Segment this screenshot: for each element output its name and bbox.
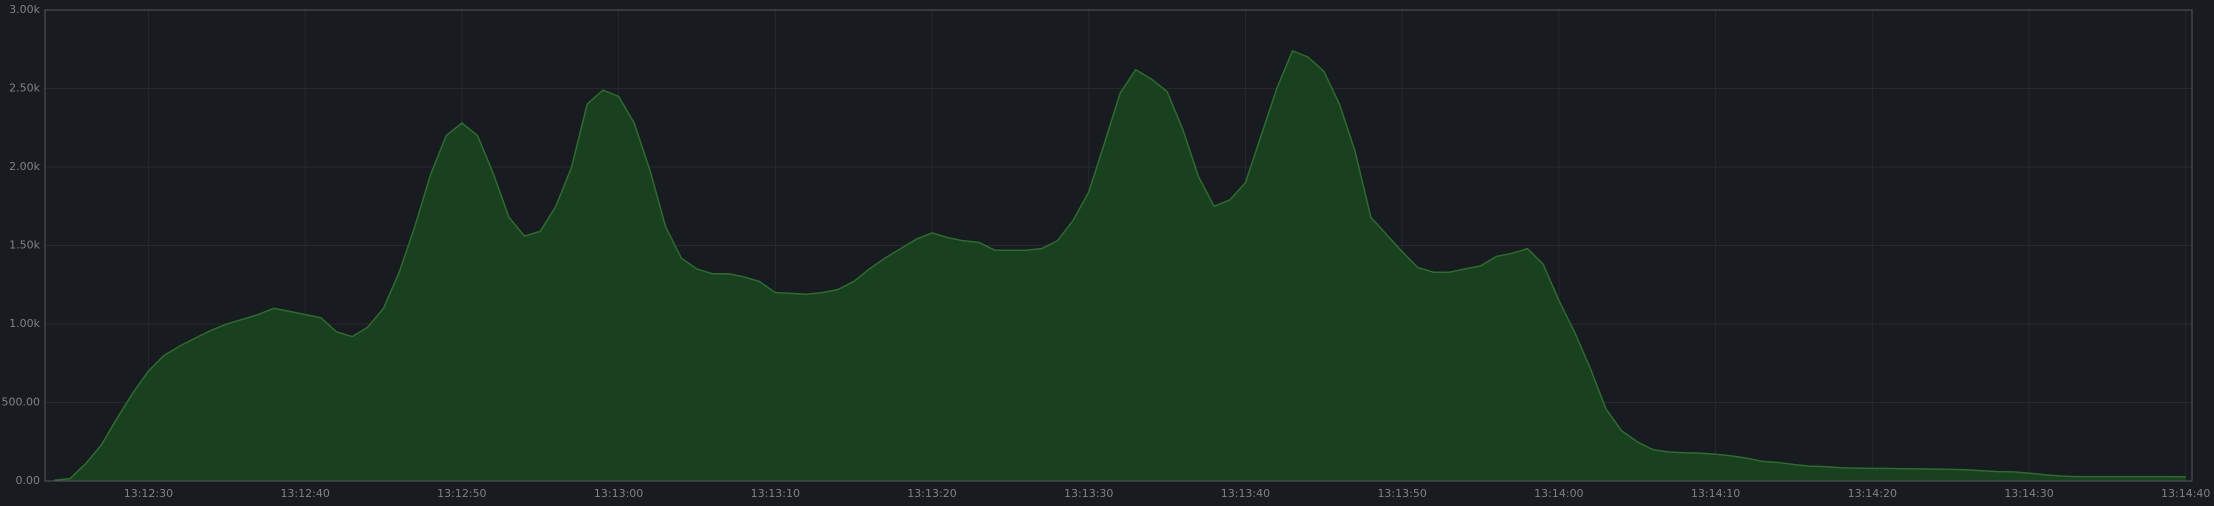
y-tick-label: 2.50k [9,82,40,95]
y-tick-label: 0.00 [16,474,41,487]
y-tick-label: 1.00k [9,317,40,330]
y-tick-label: 2.00k [9,160,40,173]
x-tick-label: 13:12:50 [437,487,486,500]
x-tick-label: 13:14:10 [1691,487,1740,500]
x-tick-label: 13:13:50 [1377,487,1426,500]
y-tick-label: 3.00k [9,3,40,16]
plot-border [44,9,2193,482]
y-tick-label: 500.00 [2,396,41,409]
x-tick-label: 13:12:30 [124,487,173,500]
x-tick-label: 13:14:30 [2004,487,2053,500]
x-tick-label: 13:14:20 [1848,487,1897,500]
line [54,49,2186,481]
x-tick-label: 13:13:20 [907,487,956,500]
x-tick-label: 13:12:40 [280,487,329,500]
x-tick-label: 13:13:30 [1064,487,1113,500]
y-tick-label: 1.50k [9,239,40,252]
x-tick-label: 13:13:40 [1221,487,1270,500]
x-tick-label: 13:14:00 [1534,487,1583,500]
x-tick-label: 13:13:10 [751,487,800,500]
area [54,50,2186,482]
x-tick-label: 13:14:40 [2161,487,2210,500]
x-tick-label: 13:13:00 [594,487,643,500]
